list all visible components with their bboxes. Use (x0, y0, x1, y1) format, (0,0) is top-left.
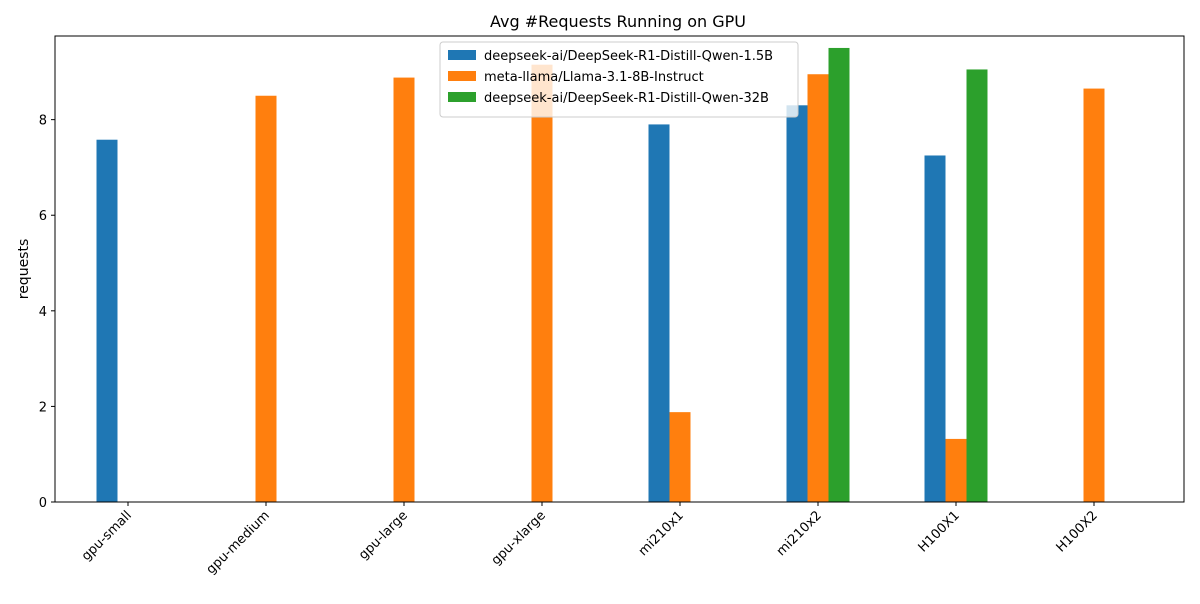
bar-H100X2-series-2 (1083, 88, 1105, 503)
y-tick-label: 2 (39, 400, 47, 415)
bar-mi210x2-series-2 (807, 74, 829, 502)
x-tick-label: gpu-small (79, 508, 135, 564)
bar-mi210x1-series-2 (669, 412, 691, 502)
legend: deepseek-ai/DeepSeek-R1-Distill-Qwen-1.5… (439, 41, 799, 118)
bar-gpu-xlarge-series-2 (531, 64, 553, 502)
x-tick-label: mi210x1 (636, 508, 687, 559)
bar-mi210x2-series-3 (828, 47, 850, 502)
y-tick-label: 8 (39, 114, 47, 129)
bar-gpu-medium-series-2 (255, 95, 277, 502)
legend-label-2: meta-llama/Llama-3.1-8B-Instruct (484, 70, 704, 85)
legend-swatch-3 (448, 92, 476, 102)
y-axis-label: requests (16, 239, 32, 300)
bar-gpu-large-series-2 (393, 77, 415, 502)
y-tick-label: 0 (39, 496, 47, 511)
bar-gpu-small-series-1 (96, 139, 118, 502)
y-tick-label: 4 (39, 305, 47, 320)
y-tick-label: 6 (39, 209, 47, 224)
legend-box (439, 41, 799, 118)
x-tick-label: mi210x2 (774, 508, 825, 559)
x-tick-label: gpu-medium (204, 508, 273, 577)
plot-frame (54, 35, 1185, 503)
legend-swatch-2 (448, 71, 476, 81)
bar-mi210x1-series-1 (648, 124, 670, 503)
bars-layer (96, 47, 1105, 503)
x-tick-label: gpu-large (356, 508, 411, 563)
legend-label-1: deepseek-ai/DeepSeek-R1-Distill-Qwen-1.5… (484, 49, 773, 64)
x-tick-label: gpu-xlarge (489, 508, 549, 568)
bar-H100X1-series-2 (945, 438, 967, 502)
bar-mi210x2-series-1 (786, 105, 808, 503)
chart-title: Avg #Requests Running on GPU (490, 12, 746, 31)
x-tick-label: H100X2 (1054, 508, 1101, 555)
legend-swatch-1 (448, 50, 476, 60)
bar-H100X1-series-3 (966, 69, 988, 502)
legend-label-3: deepseek-ai/DeepSeek-R1-Distill-Qwen-32B (484, 91, 769, 106)
x-tick-label: H100X1 (916, 508, 963, 555)
bar-H100X1-series-1 (924, 155, 946, 502)
